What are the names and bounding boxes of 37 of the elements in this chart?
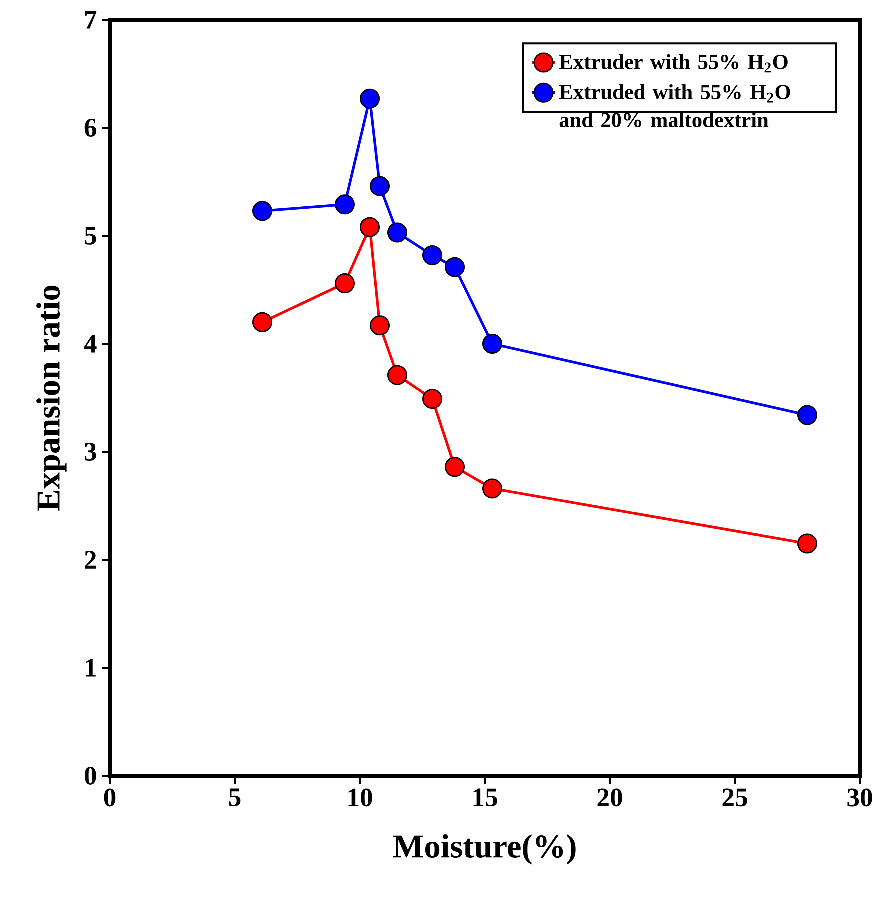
point [387,222,408,243]
legend-label: Extruder with 55% H$_{2}$O [560,54,788,73]
point [387,365,408,386]
x-tick-label: 0 [104,788,116,807]
legend-label: Extruded with 55% H$_{2}$O and 20% maltodextrin [560,84,790,128]
y-tick-label: 6 [84,119,96,137]
x-tick-label: 30 [848,788,872,807]
x-tick-label: 15 [474,788,498,807]
point [334,194,355,215]
x-axis-title: Moisture(%) [393,834,576,865]
point [797,534,818,554]
point [422,389,442,410]
y-tick-label: 5 [85,227,96,245]
point [334,274,355,294]
x-tick-label: 25 [722,788,748,807]
y-tick-label: 3 [84,443,96,461]
y-axis-title: Expansion ratio [36,286,67,511]
point [482,478,502,499]
point [360,88,380,109]
point [797,405,818,426]
y-tick-label: 4 [84,335,97,353]
x-tick-label: 10 [348,788,372,807]
point [252,312,272,332]
point [252,201,272,222]
y-tick-label: 2 [85,551,96,569]
y-tick-label: 1 [86,659,96,677]
point [444,257,465,278]
y-tick-label: 7 [85,11,97,29]
x-tick-label: 20 [598,788,622,807]
point [422,245,442,266]
y-tick-label: 0 [84,767,96,785]
point [444,457,465,478]
x-tick-label: 5 [229,788,241,806]
point [482,334,502,354]
point [370,316,390,336]
point [360,217,380,238]
point [370,176,390,196]
